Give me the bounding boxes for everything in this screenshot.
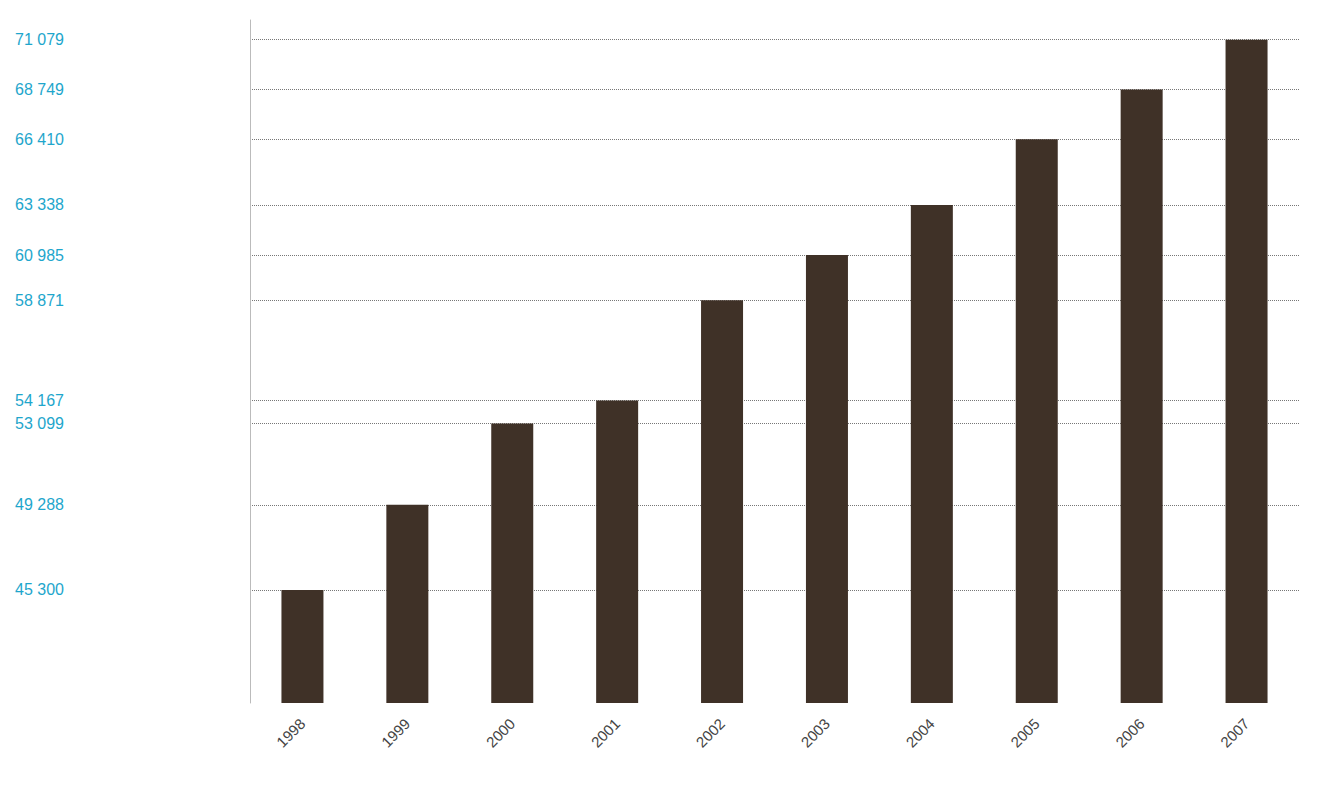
svg-text:53 099: 53 099 (15, 415, 64, 432)
svg-text:2003: 2003 (797, 715, 833, 751)
svg-text:1998: 1998 (273, 715, 309, 751)
svg-text:2004: 2004 (902, 715, 938, 751)
svg-text:54 167: 54 167 (15, 392, 64, 409)
svg-text:2001: 2001 (588, 715, 624, 751)
svg-text:60 985: 60 985 (15, 247, 64, 264)
svg-text:2006: 2006 (1112, 715, 1148, 751)
svg-text:68 749: 68 749 (15, 81, 64, 98)
svg-text:49 288: 49 288 (15, 496, 64, 513)
svg-text:1999: 1999 (378, 715, 414, 751)
svg-text:2002: 2002 (692, 715, 728, 751)
svg-text:66 410: 66 410 (15, 131, 64, 148)
svg-text:2005: 2005 (1007, 715, 1043, 751)
svg-text:45 300: 45 300 (15, 581, 64, 598)
svg-text:63 338: 63 338 (15, 196, 64, 213)
svg-text:2000: 2000 (483, 715, 519, 751)
svg-text:71 079: 71 079 (15, 31, 64, 48)
svg-text:58 871: 58 871 (15, 292, 64, 309)
svg-text:2007: 2007 (1217, 715, 1253, 751)
